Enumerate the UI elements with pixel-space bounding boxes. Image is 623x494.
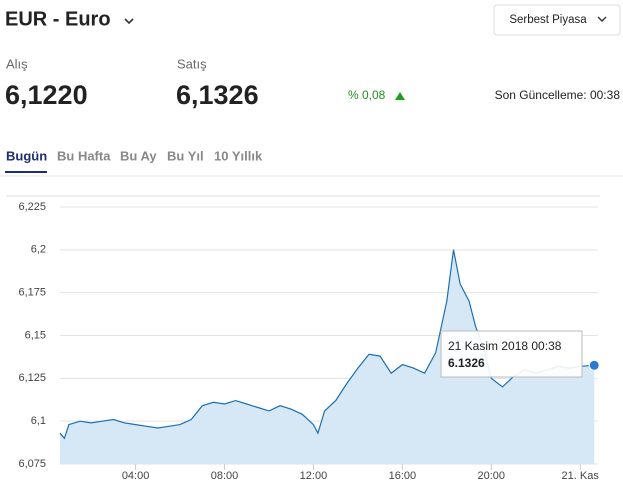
y-tick-label: 6,1 <box>31 415 46 427</box>
tabs: Bugün Bu Hafta Bu Ay Bu Yıl 10 Yıllık <box>5 148 263 173</box>
buy-label: Alış <box>6 56 28 71</box>
market-label[interactable]: Serbest Piyasa <box>509 14 587 26</box>
y-tick-label: 6,225 <box>18 201 46 213</box>
dropdown-chevron <box>597 16 607 22</box>
y-tick-label: 6,175 <box>18 287 46 299</box>
y-tick-label: 6,2 <box>31 244 46 256</box>
x-tick-label: 21. Kas <box>562 470 600 482</box>
x-tick-label: 04:00 <box>122 470 150 482</box>
tab[interactable]: Bu Hafta <box>57 148 111 163</box>
tooltip-box <box>440 330 583 378</box>
tab[interactable]: Bugün <box>6 148 47 163</box>
title[interactable]: EUR - Euro <box>5 8 111 30</box>
price-line <box>59 249 595 440</box>
buy-value: 6,1220 <box>5 80 88 110</box>
tooltip-value: 6.1326 <box>448 356 485 370</box>
y-tick-label: 6,075 <box>18 458 46 470</box>
x-tick-label: 12:00 <box>300 470 328 482</box>
y-tick-label: 6,125 <box>18 372 46 384</box>
change: % 0,08 <box>348 88 386 102</box>
up-arrow <box>395 92 405 100</box>
tab-underline <box>5 171 47 173</box>
market-dropdown[interactable] <box>493 4 621 36</box>
x-tick-label: 16:00 <box>389 470 417 482</box>
sell-value: 6,1326 <box>176 80 259 110</box>
tooltip-date: 21 Kasim 2018 00:38 <box>448 339 562 353</box>
tab[interactable]: Bu Yıl <box>167 148 204 163</box>
tab[interactable]: Bu Ay <box>120 148 157 163</box>
updated: Son Güncelleme: 00:38 <box>495 88 621 102</box>
chart: 6,075 6,1 6,125 6,15 6,175 6,2 6,225 04:00 08:00… <box>18 201 600 482</box>
x-tick-label: 20:00 <box>478 470 506 482</box>
x-tick-label: 08:00 <box>211 470 239 482</box>
hover-point <box>588 359 600 371</box>
tab[interactable]: 10 Yıllık <box>214 148 263 163</box>
area-fill <box>60 249 595 464</box>
sell-label: Satış <box>177 56 207 71</box>
y-tick-label: 6,15 <box>25 329 46 341</box>
title-chevron[interactable] <box>124 18 134 25</box>
